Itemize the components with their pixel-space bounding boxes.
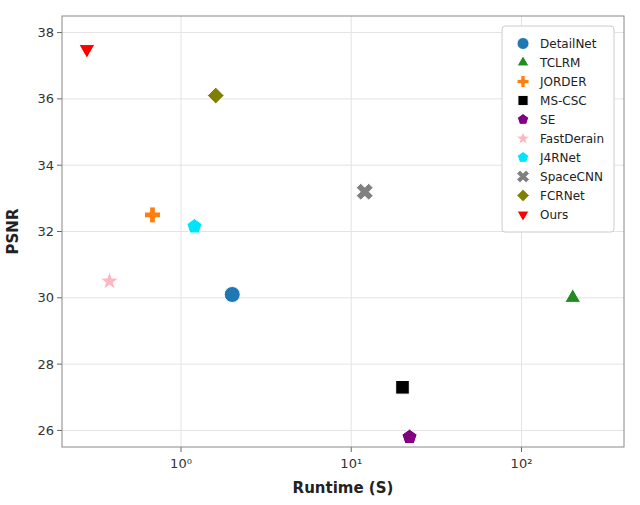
tick-label: 10¹ — [340, 456, 362, 471]
tick-label: 32 — [37, 224, 54, 239]
point — [356, 183, 373, 200]
grid-line — [62, 430, 624, 431]
legend-swatch — [517, 152, 528, 163]
tick-label: 30 — [37, 290, 54, 305]
plot-frame — [62, 16, 624, 447]
legend-label: FCRNet — [540, 189, 585, 203]
tick — [180, 447, 181, 452]
plot-area — [62, 16, 624, 447]
tick — [57, 297, 62, 298]
tick — [351, 447, 352, 452]
series — [144, 207, 160, 223]
tick — [57, 231, 62, 232]
series — [356, 183, 373, 200]
legend-swatch — [517, 170, 530, 183]
point — [187, 219, 202, 233]
legend-label: SE — [540, 113, 555, 127]
y-axis-label: PSNR — [4, 208, 22, 254]
legend-swatch — [517, 76, 529, 88]
tick-label: 28 — [37, 357, 54, 372]
series — [187, 219, 202, 233]
legend-swatch — [516, 131, 530, 145]
grid-line — [62, 364, 624, 365]
series — [402, 429, 417, 443]
x-axis-label: Runtime (S) — [293, 479, 394, 497]
tick — [57, 98, 62, 99]
background — [0, 0, 640, 505]
legend-box — [502, 26, 614, 232]
legend-swatch — [518, 95, 528, 105]
tick — [521, 447, 522, 452]
tick-label: 10⁰ — [170, 456, 192, 471]
tick-label: 34 — [37, 158, 54, 173]
legend-swatch — [517, 114, 528, 125]
point — [207, 87, 224, 104]
grid-line — [62, 297, 624, 298]
series — [224, 286, 240, 302]
point — [402, 429, 417, 443]
legend-swatch — [517, 189, 530, 202]
legend-label: Ours — [540, 208, 568, 222]
tick-label: 38 — [37, 25, 54, 40]
axes: 10⁰ 10¹ 10² 26 28 30 32 34 36 38 — [37, 16, 624, 471]
series — [207, 87, 224, 104]
legend-label: SpaceCNN — [540, 170, 603, 184]
series — [565, 289, 581, 303]
tick-label: 26 — [37, 423, 54, 438]
point — [144, 207, 160, 223]
legend-label: DetailNet — [540, 37, 597, 51]
tick — [57, 430, 62, 431]
series — [100, 271, 119, 289]
legend-swatch — [517, 211, 529, 221]
series — [396, 381, 410, 395]
legend-label: FastDerain — [540, 132, 604, 146]
legend-label: MS-CSC — [540, 94, 587, 108]
legend-label: JORDER — [539, 75, 586, 89]
chart: 10⁰ 10¹ 10² 26 28 30 32 34 36 38 Runtime (S) PSNR De… — [0, 0, 640, 505]
legend-swatch — [517, 56, 529, 66]
legend-swatch — [517, 38, 529, 50]
point — [224, 286, 240, 302]
tick — [57, 32, 62, 33]
legend-label: TCLRM — [539, 56, 580, 70]
tick — [57, 364, 62, 365]
series — [79, 45, 95, 59]
tick-label: 10² — [511, 456, 533, 471]
legend: DetailNet TCLRM JORDER MS-CSC SE FastDerain J4… — [502, 26, 614, 232]
point — [79, 45, 95, 59]
point — [396, 381, 410, 395]
tick-label: 36 — [37, 91, 54, 106]
grid — [62, 16, 624, 447]
tick — [57, 165, 62, 166]
point — [100, 271, 119, 289]
legend-label: J4RNet — [539, 151, 581, 165]
point — [565, 289, 581, 303]
